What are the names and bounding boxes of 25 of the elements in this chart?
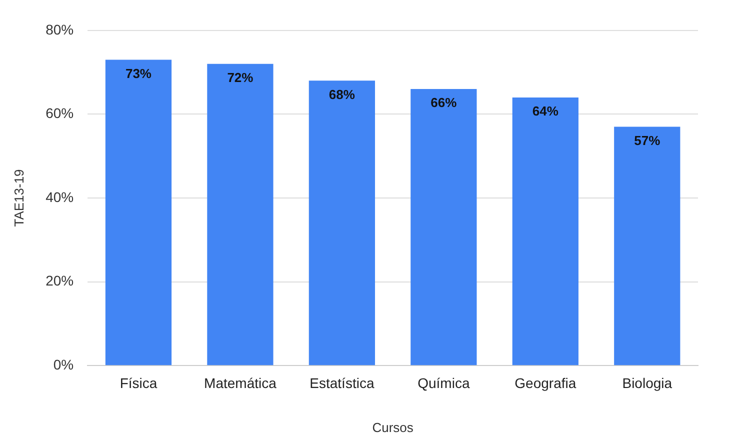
data-label: 73%	[125, 66, 152, 81]
y-tick-label: 80%	[46, 21, 74, 38]
bar	[410, 89, 477, 366]
data-label: 66%	[430, 95, 458, 110]
data-label: 68%	[328, 86, 356, 102]
bar	[207, 64, 274, 366]
bar	[105, 60, 172, 366]
data-label: 64%	[532, 104, 559, 119]
x-tick-label: Física	[120, 374, 158, 391]
x-tick-label: Química	[418, 374, 470, 391]
data-label: 57%	[634, 132, 661, 148]
bar	[308, 80, 376, 366]
y-tick-label: 40%	[46, 188, 74, 205]
x-tick-label: Estatística	[310, 374, 374, 391]
x-axis-title: Cursos	[372, 420, 414, 435]
y-tick-label: 0%	[53, 356, 74, 372]
bar	[512, 97, 578, 366]
x-tick-label: Biologia	[622, 374, 672, 391]
bar	[614, 126, 680, 366]
y-axis-title: TAE13-19	[11, 169, 26, 227]
data-label: 72%	[227, 70, 254, 85]
x-tick-label: Matemática	[204, 374, 277, 391]
x-tick-label: Geografia	[514, 374, 576, 391]
y-tick-label: 20%	[46, 272, 74, 289]
y-tick-label: 60%	[46, 105, 74, 122]
